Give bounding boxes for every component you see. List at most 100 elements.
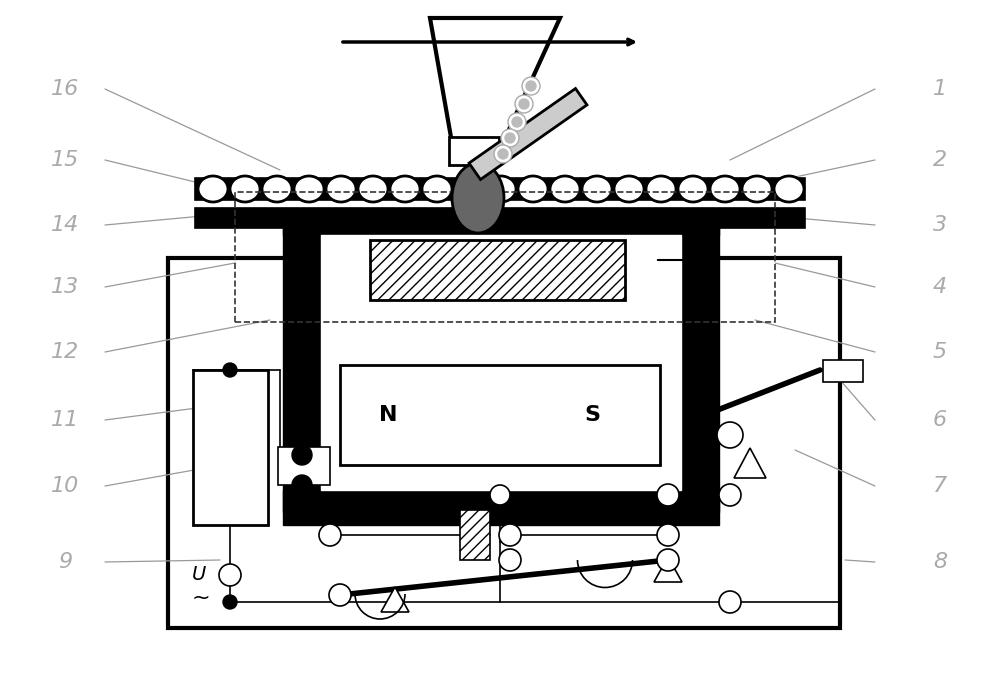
Text: 10: 10 (51, 476, 79, 496)
Circle shape (418, 210, 432, 224)
Bar (460, 510, 490, 560)
Circle shape (690, 415, 710, 435)
Circle shape (505, 133, 515, 143)
Circle shape (328, 210, 342, 224)
Ellipse shape (452, 163, 504, 233)
Circle shape (690, 235, 710, 255)
Circle shape (292, 235, 312, 255)
Text: S: S (584, 405, 600, 425)
Circle shape (490, 485, 510, 505)
Circle shape (778, 210, 792, 224)
Ellipse shape (582, 176, 612, 202)
Polygon shape (430, 18, 560, 160)
Circle shape (690, 295, 710, 315)
Text: 16: 16 (51, 79, 79, 99)
Text: 12: 12 (51, 342, 79, 362)
Ellipse shape (294, 176, 324, 202)
Text: U: U (192, 566, 206, 584)
Circle shape (501, 129, 519, 147)
Circle shape (628, 210, 642, 224)
Bar (823, 360, 863, 382)
Circle shape (223, 363, 237, 377)
Polygon shape (381, 587, 409, 612)
Text: 1: 1 (933, 79, 947, 99)
Circle shape (718, 210, 732, 224)
Circle shape (526, 81, 536, 91)
Circle shape (538, 210, 552, 224)
Bar (321, 235, 681, 490)
Ellipse shape (358, 176, 388, 202)
Ellipse shape (454, 176, 484, 202)
Circle shape (717, 422, 743, 448)
Text: 11: 11 (51, 410, 79, 430)
Circle shape (388, 210, 402, 224)
Circle shape (223, 595, 237, 609)
Ellipse shape (230, 176, 260, 202)
Circle shape (690, 355, 710, 375)
Ellipse shape (486, 176, 516, 202)
Bar (168, 258, 840, 628)
Circle shape (598, 210, 612, 224)
Circle shape (657, 484, 679, 506)
Bar (235, 192, 775, 322)
Polygon shape (654, 557, 682, 582)
Bar (195, 178, 805, 200)
Circle shape (657, 549, 679, 571)
Bar (283, 225, 321, 512)
Text: 13: 13 (51, 277, 79, 297)
Circle shape (292, 445, 312, 465)
Ellipse shape (774, 176, 804, 202)
Circle shape (358, 210, 372, 224)
Ellipse shape (390, 176, 420, 202)
Circle shape (690, 385, 710, 405)
Bar (278, 447, 330, 485)
Text: 5: 5 (933, 342, 947, 362)
Ellipse shape (518, 176, 548, 202)
Circle shape (494, 145, 512, 163)
Ellipse shape (742, 176, 772, 202)
Circle shape (657, 524, 679, 546)
Text: 3: 3 (933, 215, 947, 235)
Bar (340, 365, 660, 465)
Circle shape (515, 95, 533, 113)
Ellipse shape (326, 176, 356, 202)
Circle shape (508, 113, 526, 131)
Circle shape (292, 385, 312, 405)
Circle shape (208, 210, 222, 224)
Circle shape (292, 355, 312, 375)
Circle shape (719, 484, 741, 506)
Polygon shape (734, 448, 766, 478)
Bar (370, 240, 625, 300)
Ellipse shape (550, 176, 580, 202)
Circle shape (319, 524, 341, 546)
Circle shape (499, 549, 521, 571)
Circle shape (690, 445, 710, 465)
Circle shape (658, 210, 672, 224)
FancyBboxPatch shape (469, 88, 587, 179)
Circle shape (690, 325, 710, 345)
Circle shape (719, 591, 741, 613)
Circle shape (568, 210, 582, 224)
Circle shape (748, 210, 762, 224)
Bar (449, 137, 499, 165)
Bar (283, 217, 719, 235)
Circle shape (268, 210, 282, 224)
Circle shape (478, 210, 492, 224)
Circle shape (292, 265, 312, 285)
Text: 14: 14 (51, 215, 79, 235)
Circle shape (238, 210, 252, 224)
Text: 8: 8 (933, 552, 947, 572)
Circle shape (508, 210, 522, 224)
Text: ~: ~ (192, 588, 211, 608)
Circle shape (292, 295, 312, 315)
Circle shape (688, 210, 702, 224)
Ellipse shape (614, 176, 644, 202)
Circle shape (512, 117, 522, 127)
Circle shape (498, 149, 508, 159)
Text: 4: 4 (933, 277, 947, 297)
Circle shape (298, 210, 312, 224)
Bar (681, 225, 719, 512)
Ellipse shape (678, 176, 708, 202)
Circle shape (522, 77, 540, 95)
Bar (193, 370, 268, 525)
